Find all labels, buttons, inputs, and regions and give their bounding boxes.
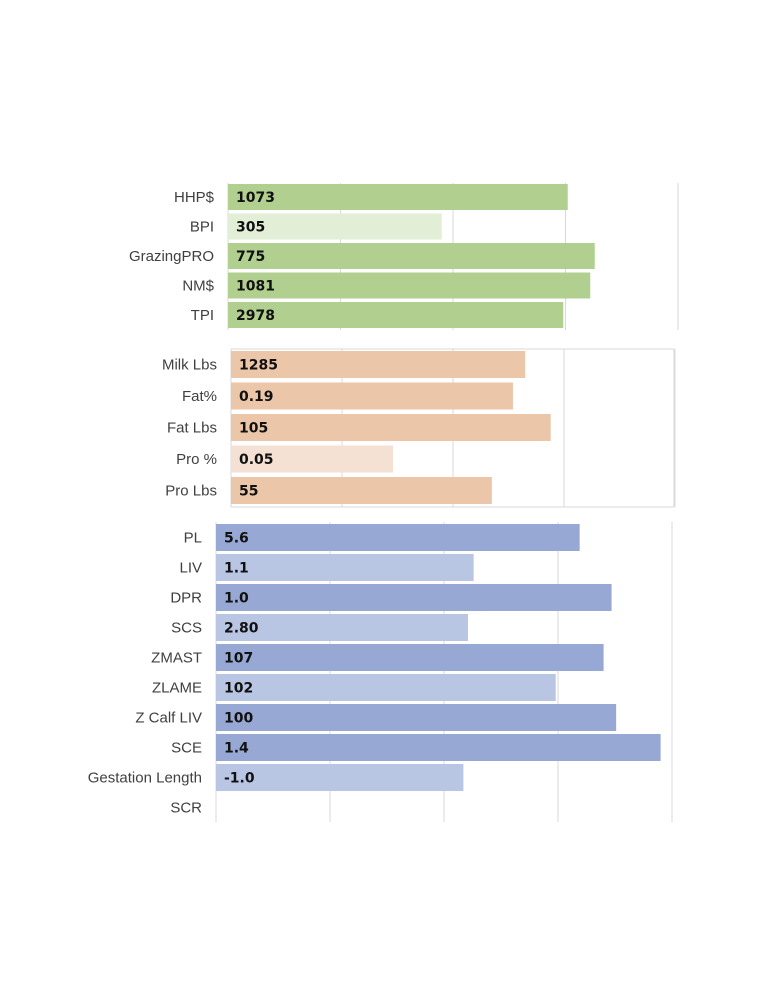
category-label: GrazingPRO xyxy=(129,248,214,265)
bar xyxy=(228,213,442,240)
category-label: Fat Lbs xyxy=(167,420,217,437)
category-label: Milk Lbs xyxy=(162,357,217,374)
bar xyxy=(231,477,492,504)
bar xyxy=(216,764,464,791)
bar xyxy=(216,614,468,641)
category-label: TPI xyxy=(191,307,214,324)
data-label: 775 xyxy=(236,249,265,265)
bar xyxy=(216,674,556,701)
data-label: 1285 xyxy=(239,358,278,374)
bar xyxy=(216,734,661,761)
bar xyxy=(228,243,595,269)
bar xyxy=(231,351,526,378)
bar xyxy=(231,382,513,410)
bar xyxy=(216,704,617,731)
data-label: 1081 xyxy=(236,279,275,295)
data-label: -1.0 xyxy=(224,771,255,787)
bar xyxy=(228,184,568,210)
bar xyxy=(231,414,551,441)
bar xyxy=(216,644,604,671)
data-label: 1073 xyxy=(236,190,275,206)
data-label: 107 xyxy=(224,651,253,667)
health-fertility-chart: PL 5.6 LIV 1.1 DPR 1.0 SCS 2.80 ZMAST 107 ZLAME 102… xyxy=(88,522,673,822)
bar xyxy=(231,445,394,473)
data-label: 305 xyxy=(236,220,265,236)
data-label: 100 xyxy=(224,711,253,727)
bar xyxy=(216,554,474,581)
data-label: 5.6 xyxy=(224,531,249,547)
category-label: BPI xyxy=(190,219,214,236)
category-label: SCR xyxy=(170,800,202,817)
category-label: Fat% xyxy=(182,388,217,405)
data-label: 102 xyxy=(224,681,253,697)
category-label: HHP$ xyxy=(174,189,215,206)
category-label: SCE xyxy=(171,740,202,757)
sire-index-chart: HHP$ 1073 BPI 305 GrazingPRO 775 NM$ 1081 TPI 297… xyxy=(129,183,679,330)
category-label: Z Calf LIV xyxy=(135,710,202,727)
bar xyxy=(228,272,591,299)
category-label: Gestation Length xyxy=(88,770,202,787)
production-chart: Milk Lbs 1285 Fat% 0.19 Fat Lbs 105 Pro % 0.05 P… xyxy=(162,348,676,508)
data-label: 1.1 xyxy=(224,561,249,577)
data-label: 1.0 xyxy=(224,591,249,607)
data-label: 2.80 xyxy=(224,621,259,637)
category-label: Pro % xyxy=(176,451,217,468)
bar xyxy=(228,302,564,328)
data-label: 0.05 xyxy=(239,452,274,468)
data-label: 1.4 xyxy=(224,741,249,757)
data-label: 55 xyxy=(239,484,258,500)
category-label: ZMAST xyxy=(151,650,202,667)
category-label: SCS xyxy=(171,620,202,637)
category-label: Pro Lbs xyxy=(165,483,217,500)
data-label: 0.19 xyxy=(239,389,274,405)
bar xyxy=(216,524,580,551)
category-label: LIV xyxy=(179,560,202,577)
data-label: 105 xyxy=(239,421,268,437)
category-label: NM$ xyxy=(182,278,214,295)
bar xyxy=(216,584,612,611)
category-label: PL xyxy=(184,530,202,547)
category-label: DPR xyxy=(170,590,202,607)
data-label: 2978 xyxy=(236,308,275,324)
category-label: ZLAME xyxy=(152,680,202,697)
